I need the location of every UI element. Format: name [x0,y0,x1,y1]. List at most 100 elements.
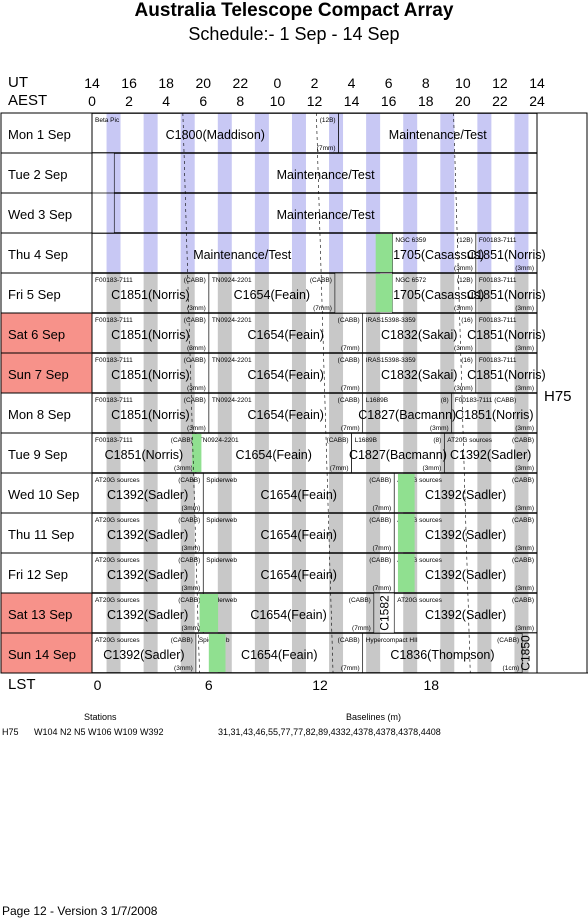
hour-stripe [366,153,381,193]
project-code: C1851(Norris) [467,328,546,342]
source-name: AT20G sources [95,557,140,564]
project-code: C1851(Norris) [455,408,534,422]
baselines-heading: Baselines (m) [346,712,402,722]
array-config-label: H75 [544,388,572,405]
source-name: F00183-7111 [95,317,133,324]
day-label-cell [0,512,93,554]
receiver-label: (8) [441,397,449,404]
hour-stripe [254,233,269,273]
ut-label: UT [8,74,28,91]
band-label: (3mm) [515,425,534,432]
aest-hour: 2 [125,93,133,109]
hour-stripe [106,113,121,153]
hour-stripe [440,473,455,513]
hour-stripe [217,193,232,233]
project-code: C1392(Sadler) [107,488,188,502]
hour-stripe [291,113,306,153]
hour-stripe [254,153,269,193]
hour-stripe [217,233,232,273]
receiver-label: (CABB) [338,637,360,644]
band-label: (3mm) [515,465,534,472]
hour-stripe [180,153,195,193]
hour-stripe [254,193,269,233]
receiver-label: (CABB) [184,317,206,324]
receiver-label: (CABB) [171,637,193,644]
aest-hour: 0 [88,93,96,109]
hour-stripe [180,633,195,673]
band-label: (3mm) [174,465,193,472]
hour-stripe [366,313,381,353]
band-label: (3mm) [515,345,534,352]
hour-stripe [143,513,158,553]
day-label: Tue 2 Sep [8,167,68,182]
source-name: L1689B [355,437,377,444]
hour-stripe [106,193,121,233]
hour-stripe [291,193,306,233]
project-code: C1392(Sadler) [425,568,506,582]
source-name: AT20G sources [95,637,140,644]
receiver-label: (CABB) [338,317,360,324]
ut-hour: 20 [195,75,212,91]
receiver-label: (CABB) [184,397,206,404]
band-label: (3mm) [454,385,473,392]
band-label: (3mm) [423,465,442,472]
project-code: C1654(Feain) [241,648,317,662]
receiver-label: (16) [461,357,473,364]
project-code: C1851(Norris) [105,448,184,462]
hour-stripe [329,593,344,633]
hour-stripe [143,553,158,593]
source-name: AT20G sources [397,517,442,524]
source-name: F00183-7111 [479,357,517,364]
hour-stripe [477,433,492,473]
source-name: AT20G sources [95,477,140,484]
receiver-label: (CABB) [512,437,534,444]
band-label: (3mm) [187,345,206,352]
receiver-label: (CABB) [184,277,206,284]
band-label: (7mm) [372,545,391,552]
hour-stripe [254,273,269,313]
hour-stripe [403,633,418,673]
source-name: IRAS15398-3359 [366,357,416,364]
band-label: (7mm) [341,425,360,432]
day-label: Fri 5 Sep [8,287,61,302]
source-name: Spiderweb [206,557,237,564]
hour-stripe [403,593,418,633]
hour-stripe [291,553,306,593]
band-label: (3mm) [515,625,534,632]
hour-stripe [440,393,455,433]
hour-stripe [477,553,492,593]
aest-hour: 6 [199,93,208,109]
hour-stripe [180,193,195,233]
hour-stripe [514,633,529,673]
hour-stripe [180,273,195,313]
source-name: TN0924-2201 [212,317,252,324]
hour-stripe [514,273,529,313]
hour-stripe [477,353,492,393]
day-label-cell [0,312,93,354]
hour-stripe [477,633,492,673]
receiver-label: (CABB) [171,437,193,444]
lst-label: LST [8,676,36,693]
project-code: C1392(Sadler) [107,568,188,582]
band-label: (3mm) [454,265,473,272]
hour-stripe [291,473,306,513]
hour-stripe [291,153,306,193]
day-label-cell [0,552,93,594]
receiver-label: (CABB) [512,477,534,484]
project-code: C1654(Feain) [248,368,324,382]
band-label: (3mm) [181,505,200,512]
receiver-label: (CABB) [178,557,200,564]
project-code: C1654(Feain) [261,568,337,582]
hour-stripe [329,633,344,673]
receiver-label: (CABB) [310,277,332,284]
aest-hour: 14 [343,93,360,109]
hour-stripe [403,313,418,353]
source-name: AT20G sources [397,557,442,564]
source-name: L1689B [366,397,388,404]
hour-stripe [254,113,269,153]
source-name: AT20G sources [397,597,442,604]
source-name: F00183-7111 [479,277,517,284]
project-code: C1392(Sadler) [425,528,506,542]
source-name: Beta Pic [95,117,120,124]
